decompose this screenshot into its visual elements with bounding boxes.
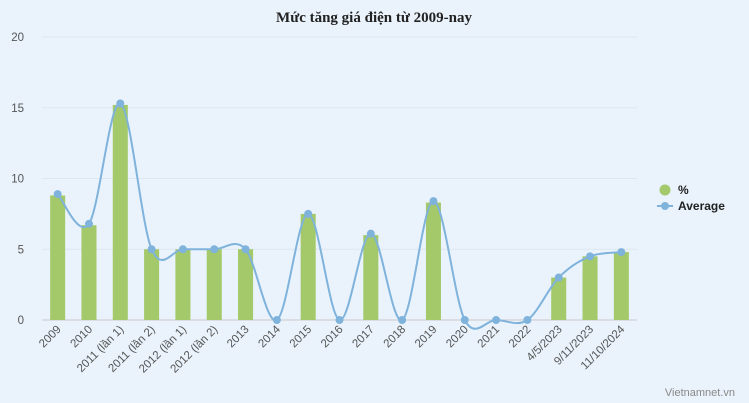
x-tick-label: 2017 (350, 324, 377, 351)
x-tick-label: 2014 (256, 323, 283, 350)
series-line-average (56, 102, 622, 330)
y-tick-label: 10 (11, 174, 24, 186)
line-point[interactable] (366, 229, 375, 238)
line-point[interactable] (241, 245, 250, 254)
bar[interactable] (206, 249, 222, 320)
bar[interactable] (112, 104, 128, 320)
line-point[interactable] (492, 316, 501, 324)
y-tick-label: 0 (18, 315, 24, 327)
line-point[interactable] (210, 245, 219, 254)
legend-marker-average (661, 202, 669, 210)
line-point[interactable] (429, 197, 438, 206)
legend-marker-percent (659, 184, 671, 196)
bar[interactable] (238, 249, 254, 320)
x-tick-label: 2015 (288, 324, 315, 351)
legend-label-average: Average (678, 199, 725, 213)
bar[interactable] (613, 252, 629, 320)
line-point[interactable] (335, 316, 344, 324)
x-tick-label: 2020 (444, 324, 471, 351)
bar[interactable] (144, 249, 160, 320)
x-tick-label: 2019 (413, 324, 440, 351)
x-tick-label: 2016 (319, 324, 346, 351)
x-tick-label: 2010 (69, 324, 96, 351)
y-tick-label: 15 (11, 103, 24, 115)
x-tick-label: 2009 (37, 324, 64, 351)
x-tick-label: 2022 (507, 324, 534, 351)
x-tick-label: 2013 (225, 324, 252, 351)
line-point[interactable] (272, 316, 281, 324)
chart-title: Mức tăng giá điện từ 2009-nay (276, 10, 472, 26)
line-point[interactable] (178, 245, 187, 254)
line-point[interactable] (116, 99, 125, 108)
line-point[interactable] (554, 273, 563, 282)
line-point[interactable] (523, 316, 532, 324)
line-point[interactable] (147, 245, 156, 254)
line-point[interactable] (53, 190, 62, 199)
credit-text: Vietnamnet.vn (665, 387, 735, 399)
bar[interactable] (425, 202, 441, 320)
bar[interactable] (300, 213, 316, 320)
bar[interactable] (551, 277, 567, 320)
legend-label-percent: % (678, 183, 689, 197)
x-tick-label: 2018 (382, 324, 409, 351)
line-point[interactable] (84, 219, 93, 228)
y-tick-label: 5 (18, 244, 24, 256)
line-point[interactable] (586, 252, 595, 261)
bar[interactable] (582, 256, 598, 320)
y-tick-label: 20 (11, 32, 24, 44)
bar[interactable] (175, 249, 191, 320)
line-point[interactable] (460, 316, 469, 324)
line-point[interactable] (304, 209, 313, 218)
bar[interactable] (363, 235, 379, 320)
line-point[interactable] (398, 316, 407, 324)
line-point[interactable] (617, 248, 626, 257)
bar[interactable] (81, 225, 97, 320)
bar[interactable] (50, 195, 66, 320)
